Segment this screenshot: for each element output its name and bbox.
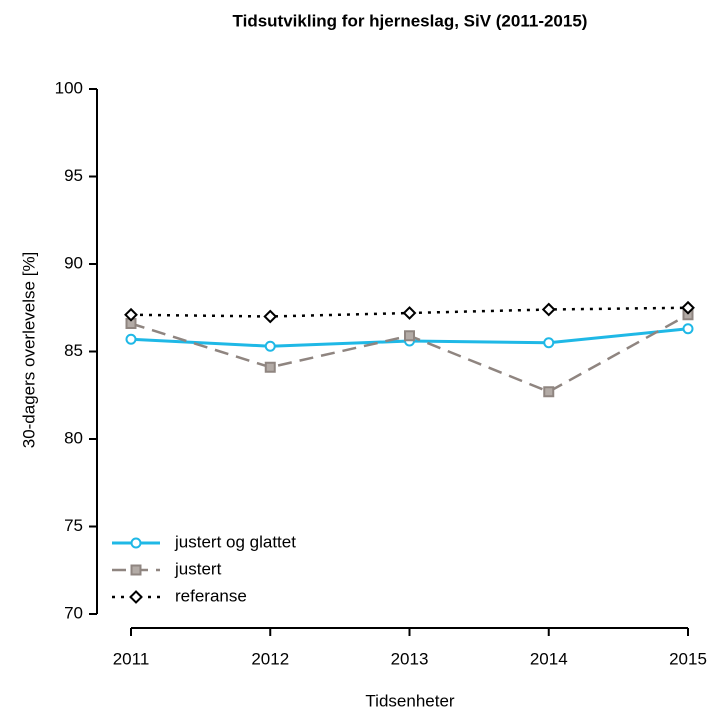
- marker: [543, 337, 555, 349]
- legend-marker: [130, 564, 142, 576]
- y-tick-label: 100: [55, 78, 83, 97]
- marker: [402, 306, 417, 320]
- y-tick-label: 80: [64, 428, 83, 447]
- x-tick-label: 2013: [391, 649, 429, 668]
- series-line: [130, 306, 689, 318]
- chart-title: Tidsutvikling for hjerneslag, SiV (2011-…: [233, 11, 588, 30]
- marker: [264, 340, 276, 352]
- marker: [681, 300, 695, 315]
- marker: [264, 361, 276, 373]
- y-tick-label: 85: [64, 341, 83, 360]
- marker: [543, 386, 555, 398]
- legend-label: justert: [174, 559, 222, 578]
- legend-label: justert og glattet: [174, 532, 296, 551]
- y-tick-label: 75: [64, 516, 83, 535]
- legend-label: referanse: [175, 586, 247, 605]
- legend-marker: [129, 590, 143, 604]
- marker: [541, 302, 556, 317]
- marker: [404, 330, 415, 342]
- x-tick-label: 2014: [530, 649, 568, 668]
- y-tick-label: 70: [64, 603, 83, 622]
- y-axis-title: 30-dagers overlevelse [%]: [19, 252, 38, 449]
- x-tick-label: 2011: [113, 649, 150, 668]
- y-tick-label: 90: [64, 253, 83, 272]
- x-tick-label: 2015: [669, 649, 707, 668]
- marker: [125, 333, 137, 345]
- marker: [124, 307, 138, 322]
- x-tick-label: 2012: [251, 649, 289, 668]
- marker: [263, 309, 278, 324]
- legend-marker: [130, 537, 142, 549]
- x-axis-title: Tidsenheter: [365, 691, 454, 710]
- series-line: [130, 313, 689, 394]
- marker: [682, 323, 694, 335]
- y-tick-label: 95: [64, 166, 83, 185]
